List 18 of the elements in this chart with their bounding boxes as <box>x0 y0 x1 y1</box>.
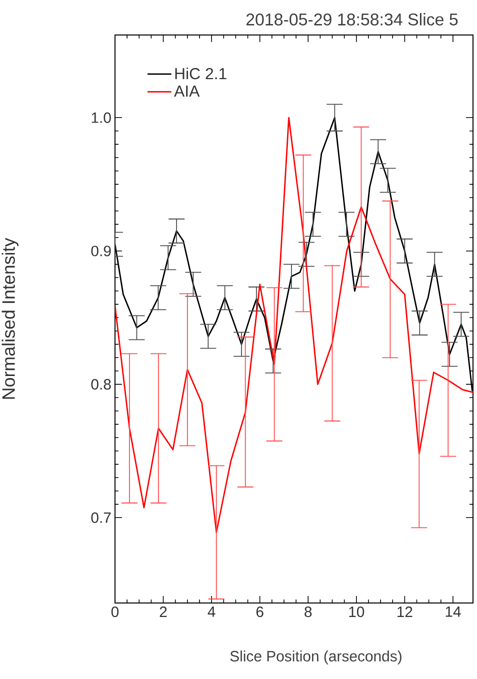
x-tick-label: 6 <box>256 606 264 618</box>
y-tick-label: 0.8 <box>91 379 111 390</box>
x-axis-title: Slice Position (arseconds) <box>230 650 402 664</box>
x-tick-label: 0 <box>111 606 119 618</box>
x-tick-label: 2 <box>160 606 167 617</box>
y-axis-title: Normalised Intensity <box>2 238 18 399</box>
chart-title: 2018-05-29 18:58:34 Slice 5 <box>246 13 458 26</box>
legend-label: HiC 2.1 <box>175 68 226 80</box>
y-tick-label: 0.9 <box>91 246 111 256</box>
x-tick-label: 12 <box>398 606 412 617</box>
x-tick-label: 4 <box>208 606 216 617</box>
x-tick-label: 14 <box>446 606 461 617</box>
line-series <box>115 116 473 534</box>
y-tick-label: 1.0 <box>92 112 111 123</box>
legend-label: AIA <box>174 86 200 97</box>
x-tick-label: 10 <box>349 606 364 618</box>
y-tick-label: 0.7 <box>91 512 111 523</box>
x-tick-label: 8 <box>304 606 312 618</box>
